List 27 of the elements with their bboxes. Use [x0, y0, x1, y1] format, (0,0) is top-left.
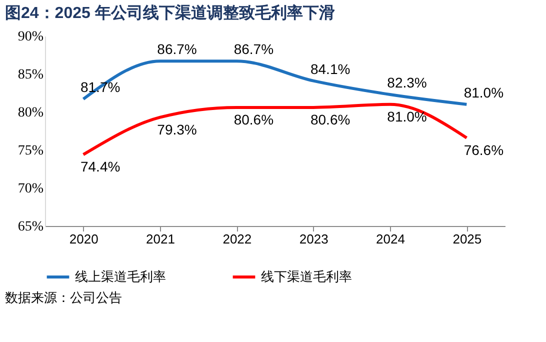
- chart-title: 图24：2025 年公司线下渠道调整致毛利率下滑: [5, 3, 335, 22]
- y-tick-label: 70%: [18, 182, 44, 196]
- data-label: 79.3%: [157, 121, 197, 138]
- x-tick-label: 2025: [452, 232, 482, 246]
- x-tick-label: 2022: [222, 232, 252, 246]
- x-tick-label: 2024: [376, 232, 405, 246]
- data-label: 86.7%: [157, 41, 197, 58]
- data-label: 74.4%: [80, 158, 120, 175]
- y-tick-label: 80%: [18, 106, 44, 120]
- y-tick-label: 85%: [18, 68, 44, 82]
- y-tick-label: 90%: [18, 30, 44, 44]
- data-label: 81.0%: [464, 84, 504, 100]
- data-label: 80.6%: [234, 111, 274, 128]
- source-note: 数据来源：公司公告: [5, 290, 122, 305]
- data-label: 80.6%: [310, 111, 350, 128]
- data-label: 86.7%: [234, 41, 274, 58]
- data-label: 84.1%: [310, 60, 350, 77]
- legend-label: 线下渠道毛利率: [261, 269, 352, 284]
- data-label: 82.3%: [387, 74, 427, 91]
- y-tick-label: 65%: [18, 220, 44, 234]
- legend-label: 线上渠道毛利率: [75, 269, 166, 284]
- data-label: 81.0%: [387, 108, 427, 124]
- data-label: 76.6%: [464, 142, 504, 158]
- x-tick-label: 2021: [146, 232, 175, 246]
- x-tick-label: 2023: [299, 232, 328, 246]
- y-tick-label: 75%: [18, 144, 44, 158]
- x-tick-label: 2020: [69, 232, 98, 246]
